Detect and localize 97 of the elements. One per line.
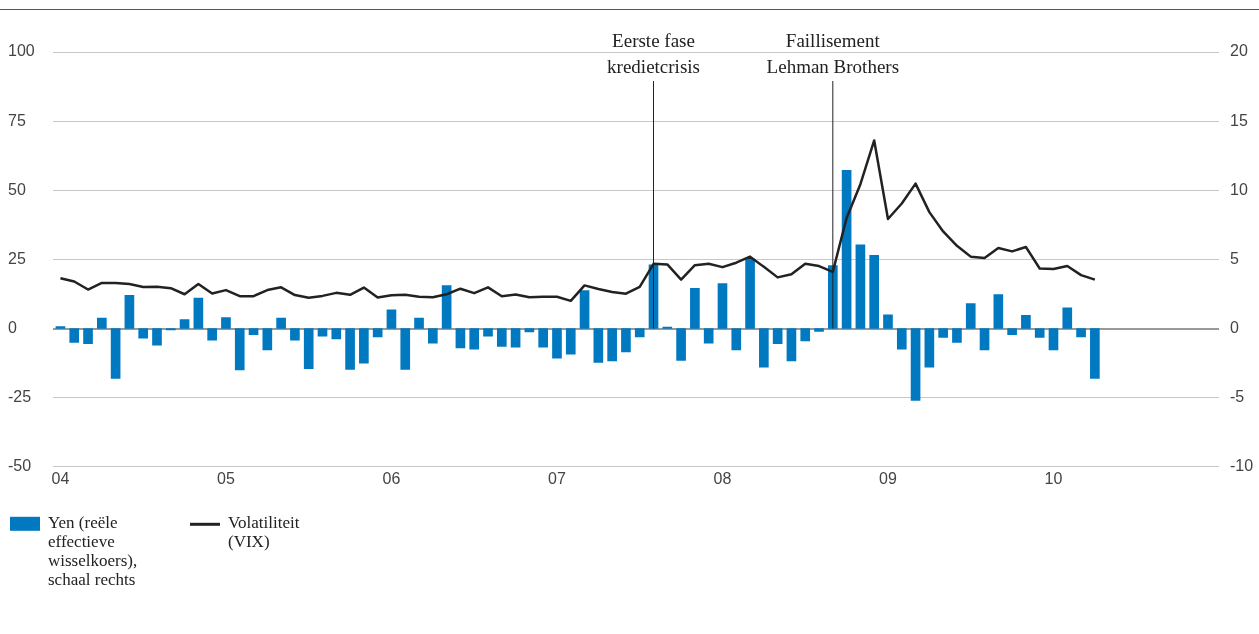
bar: [662, 326, 673, 329]
bar: [634, 328, 645, 338]
bar: [786, 328, 797, 362]
bar: [193, 297, 204, 329]
bar: [910, 328, 921, 401]
x-tick-label: 09: [879, 469, 897, 487]
bar: [952, 328, 962, 343]
bar: [979, 328, 990, 351]
bar: [593, 328, 604, 363]
bar: [1090, 328, 1100, 379]
bar: [276, 317, 286, 329]
bar: [1007, 328, 1017, 336]
bar: [69, 328, 80, 343]
bar: [883, 314, 893, 329]
bar: [552, 328, 562, 359]
bar: [165, 328, 176, 331]
bar: [621, 328, 631, 353]
bar: [386, 309, 397, 329]
bar: [759, 328, 769, 368]
bar: [359, 328, 369, 364]
y2-tick-label: 10: [1230, 180, 1248, 198]
bar: [800, 328, 811, 342]
bar: [372, 328, 383, 338]
bar: [731, 328, 742, 351]
bar: [207, 328, 217, 341]
bar: [331, 328, 342, 340]
bar: [676, 328, 686, 361]
y-tick-label: 100: [8, 42, 35, 60]
x-tick-label: 07: [548, 469, 566, 487]
bar: [221, 317, 231, 329]
bar: [152, 328, 162, 346]
bar: [138, 328, 149, 339]
y2-tick-label: 15: [1230, 111, 1248, 129]
bar: [772, 328, 783, 345]
bar: [924, 328, 935, 368]
bar: [1048, 328, 1059, 351]
y-tick-label: 25: [8, 249, 26, 267]
bar: [855, 244, 866, 329]
bar: [303, 328, 314, 369]
y2-tick-label: 5: [1230, 249, 1239, 267]
bar: [965, 303, 976, 329]
x-tick-label: 06: [382, 469, 401, 487]
bar: [524, 328, 535, 333]
x-tick-label: 04: [51, 469, 70, 487]
bar: [55, 326, 66, 329]
bar: [993, 294, 1004, 329]
bar: [690, 288, 700, 329]
bar: [1062, 307, 1073, 329]
x-tick-label: 05: [217, 469, 235, 487]
bar: [703, 328, 714, 344]
bar: [745, 258, 755, 329]
bar: [938, 328, 948, 338]
bar: [400, 328, 411, 370]
ref-line-label: Faillisement Lehman Brothers: [766, 30, 900, 77]
y2-tick-label: 0: [1230, 318, 1239, 336]
bar: [1076, 328, 1086, 338]
bar: [717, 283, 728, 329]
bar: [869, 254, 880, 329]
bar: [110, 328, 121, 379]
bar: [579, 290, 590, 329]
y-tick-label: 0: [8, 318, 17, 336]
y2-tick-label: -10: [1230, 457, 1254, 475]
bar: [317, 328, 328, 337]
bar: [455, 328, 466, 349]
bar: [565, 328, 576, 355]
bar: [896, 328, 907, 350]
legend-label: Volatiliteit (VIX): [228, 512, 300, 551]
bar: [428, 328, 438, 344]
bar: [1034, 328, 1045, 338]
y-tick-label: -25: [8, 388, 32, 406]
bar: [510, 328, 521, 348]
y-tick-label: 50: [8, 180, 26, 198]
bar: [1021, 315, 1031, 329]
y2-tick-label: -5: [1230, 388, 1245, 406]
bar: [248, 328, 259, 336]
y-tick-label: -50: [8, 457, 32, 475]
bar: [496, 328, 507, 347]
bar: [124, 295, 135, 329]
bar: [345, 328, 355, 370]
bar: [262, 328, 273, 351]
bar: [414, 317, 424, 329]
bar: [483, 328, 493, 337]
bar: [290, 328, 300, 341]
ref-line-label: Eerste fase kredietcrisis: [607, 30, 700, 77]
bar: [607, 328, 617, 362]
y-tick-label: 75: [8, 111, 26, 129]
bar: [538, 328, 549, 348]
bar: [83, 328, 93, 345]
bar: [179, 319, 190, 329]
x-tick-label: 10: [1044, 469, 1063, 487]
bar: [814, 328, 824, 332]
x-tick-label: 08: [713, 469, 732, 487]
legend-label: Yen (reële effectieve wisselkoers), schaal rechts: [48, 512, 138, 589]
bar: [469, 328, 480, 350]
bar: [234, 328, 245, 371]
y2-tick-label: 20: [1230, 42, 1248, 60]
bar: [96, 317, 107, 329]
